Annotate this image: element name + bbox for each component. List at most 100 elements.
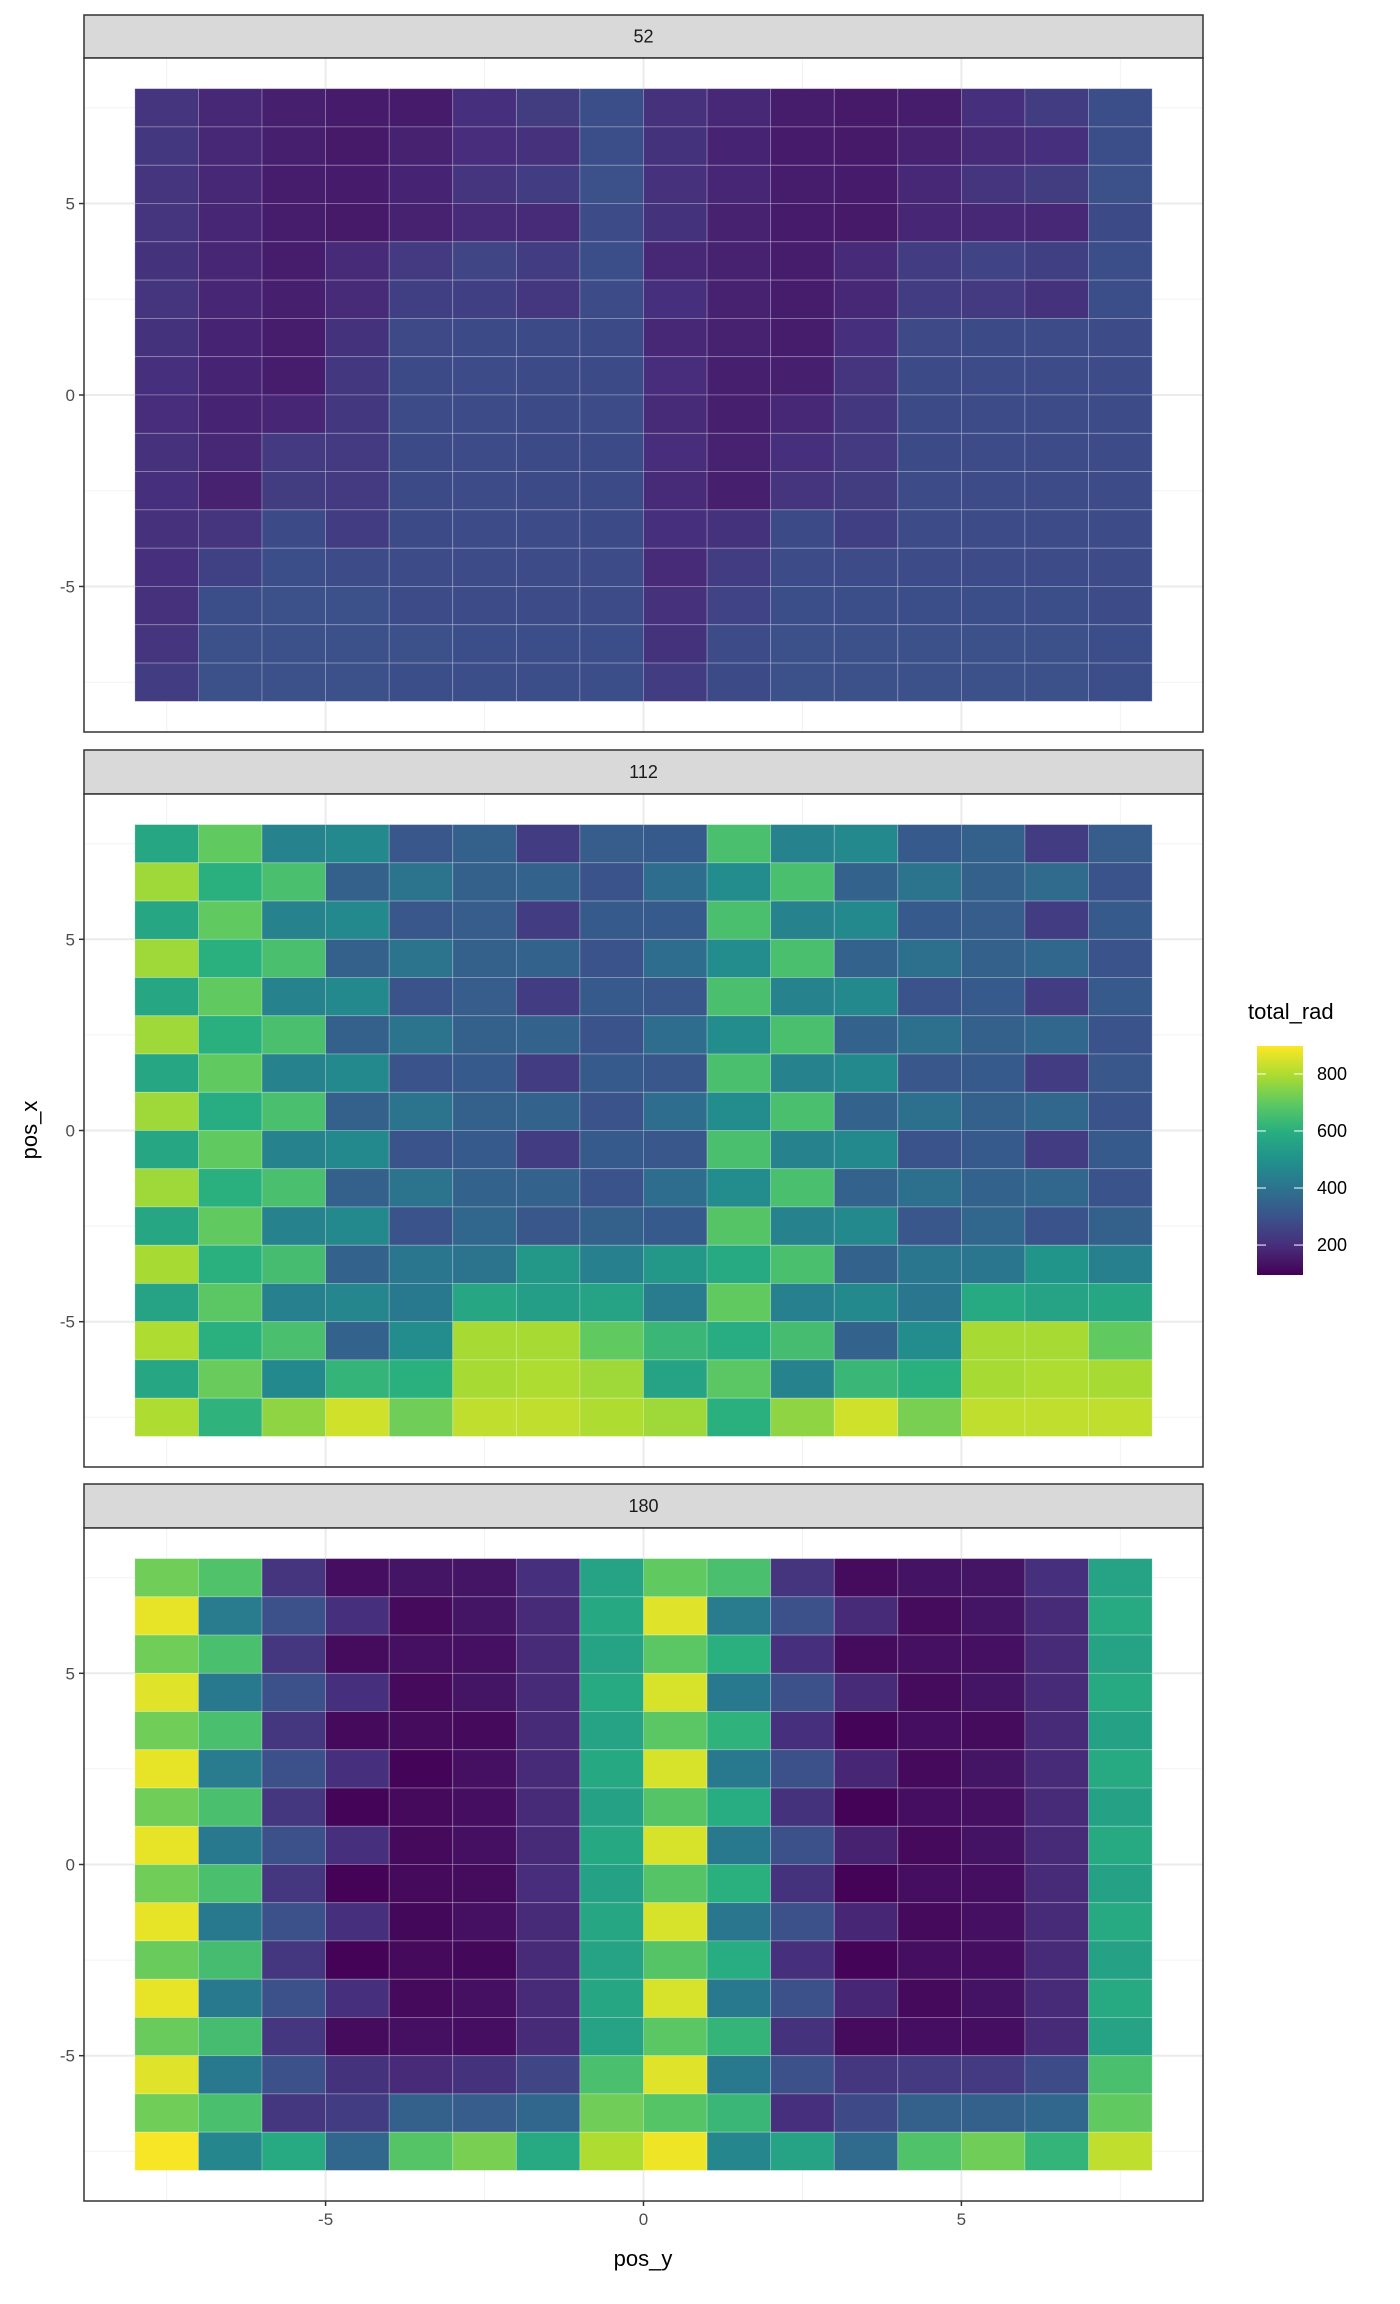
- heatmap-tile: [388, 1168, 454, 1208]
- heatmap-tile: [325, 1206, 390, 1246]
- heatmap-tile: [134, 977, 199, 1017]
- heatmap-tile: [198, 977, 263, 1017]
- heatmap-tile: [897, 1053, 962, 1093]
- heatmap-tile: [706, 1864, 772, 1904]
- heatmap-tile: [770, 1902, 835, 1942]
- heatmap-tile: [643, 977, 708, 1017]
- x-axis: -5 0 5: [318, 2201, 966, 2229]
- heatmap-tile: [134, 241, 199, 281]
- heatmap-tile: [515, 977, 581, 1017]
- heatmap-tile: [833, 1321, 899, 1361]
- heatmap-tile: [325, 279, 390, 319]
- heatmap-tile: [134, 1787, 199, 1827]
- heatmap-tile: [579, 938, 644, 978]
- heatmap-tile: [261, 1864, 327, 1904]
- heatmap-tile: [325, 2055, 390, 2095]
- heatmap-tile: [770, 164, 835, 204]
- heatmap-tile: [452, 1634, 517, 1674]
- heatmap-tile: [198, 2055, 263, 2095]
- heatmap-tile: [897, 1864, 962, 1904]
- heatmap-tile: [833, 1168, 899, 1208]
- heatmap-tile: [643, 1091, 708, 1131]
- heatmap-tile: [134, 586, 199, 626]
- heatmap-tile: [452, 1359, 517, 1399]
- heatmap-tile: [261, 126, 327, 166]
- heatmap-tile: [452, 2017, 517, 2057]
- heatmap-tile: [706, 2017, 772, 2057]
- heatmap-tile: [643, 1359, 708, 1399]
- heatmap-tile: [770, 586, 835, 626]
- heatmap-tile: [388, 1244, 454, 1284]
- heatmap-tile: [515, 1902, 581, 1942]
- heatmap-tile: [579, 279, 644, 319]
- heatmap-tile: [897, 1940, 962, 1980]
- heatmap-tile: [960, 1749, 1026, 1789]
- heatmap-tile: [579, 1825, 644, 1865]
- heatmap-tile: [452, 1091, 517, 1131]
- heatmap-tile: [960, 1397, 1026, 1437]
- heatmap-tile: [134, 1711, 199, 1751]
- heatmap-tile: [960, 1015, 1026, 1055]
- heatmap-tile: [198, 1130, 263, 1170]
- heatmap-tile: [960, 1558, 1026, 1598]
- heatmap-tile: [261, 1978, 327, 2018]
- heatmap-tile: [1088, 1130, 1153, 1170]
- heatmap-tile: [388, 900, 454, 940]
- heatmap-tile: [452, 203, 517, 243]
- y-tick-label: -5: [60, 2047, 75, 2066]
- heatmap-tile: [134, 1634, 199, 1674]
- heatmap-tile: [1088, 1864, 1153, 1904]
- heatmap-tile: [706, 1825, 772, 1865]
- heatmap-tile: [706, 938, 772, 978]
- heatmap-tile: [261, 1672, 327, 1712]
- heatmap-tile: [897, 624, 962, 664]
- heatmap-tile: [261, 509, 327, 549]
- heatmap-tile: [261, 586, 327, 626]
- legend-tick-label: 200: [1317, 1235, 1347, 1255]
- heatmap-tile: [198, 1902, 263, 1942]
- heatmap-tile: [897, 471, 962, 511]
- heatmap-tile: [198, 203, 263, 243]
- facet-panel-180: 180 5 0 -5: [60, 1483, 1204, 2202]
- heatmap-tile: [833, 824, 899, 864]
- heatmap-tile: [960, 126, 1026, 166]
- heatmap-tile: [388, 1015, 454, 1055]
- heatmap-tile: [515, 2055, 581, 2095]
- color-legend: total_rad 800 600 400 200: [1248, 999, 1347, 1275]
- heatmap-tile: [579, 2131, 644, 2171]
- heatmap-tile: [134, 2055, 199, 2095]
- heatmap-tile: [1088, 824, 1153, 864]
- heatmap-tile: [134, 1558, 199, 1598]
- heatmap-tile: [261, 2017, 327, 2057]
- heatmap-tile: [960, 624, 1026, 664]
- heatmap-tile: [198, 1321, 263, 1361]
- heatmap-tile: [261, 1902, 327, 1942]
- heatmap-tile: [325, 1168, 390, 1208]
- heatmap-tile: [770, 1244, 835, 1284]
- heatmap-tile: [134, 164, 199, 204]
- heatmap-tile: [198, 1864, 263, 1904]
- heatmap-tile: [325, 1359, 390, 1399]
- heatmap-tile: [134, 900, 199, 940]
- heatmap-tile: [325, 1283, 390, 1323]
- heatmap-tile: [325, 1711, 390, 1751]
- heatmap-tile: [198, 1749, 263, 1789]
- heatmap-tile: [770, 624, 835, 664]
- heatmap-tile: [706, 862, 772, 902]
- heatmap-tile: [134, 1091, 199, 1131]
- heatmap-tile: [897, 394, 962, 434]
- heatmap-tile: [1024, 203, 1089, 243]
- heatmap-tile: [1024, 1283, 1089, 1323]
- heatmap-tile: [1024, 88, 1089, 128]
- heatmap-tile: [198, 126, 263, 166]
- heatmap-tile: [1088, 900, 1153, 940]
- x-tick-label: 5: [957, 2210, 966, 2229]
- heatmap-tile: [1088, 977, 1153, 1017]
- heatmap-tile: [960, 318, 1026, 358]
- heatmap-tile: [833, 1749, 899, 1789]
- heatmap-tile: [1088, 1787, 1153, 1827]
- heatmap-tile: [579, 88, 644, 128]
- heatmap-tile: [261, 1711, 327, 1751]
- heatmap-tile: [1024, 1206, 1089, 1246]
- heatmap-tile: [770, 1596, 835, 1636]
